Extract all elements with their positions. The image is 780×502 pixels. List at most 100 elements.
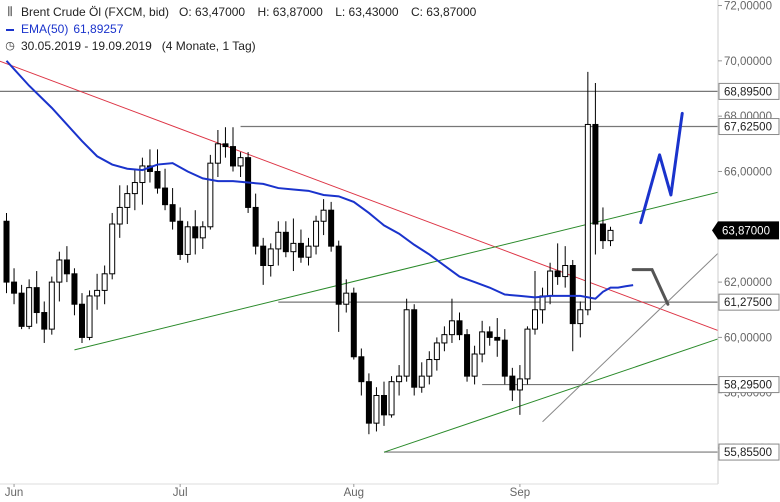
candle-up (214, 143, 221, 164)
candle-up (388, 381, 395, 416)
level-label: 58,29500 (724, 380, 772, 392)
candle-up (109, 223, 116, 275)
candle-up (290, 242, 297, 253)
high-value: H: 63,87000 (257, 5, 323, 19)
candle-down (365, 381, 372, 424)
level-label: 68,89500 (724, 86, 772, 98)
level-label: 67,62500 (724, 122, 772, 134)
candle-up (56, 259, 63, 283)
candle-down (494, 336, 501, 341)
candle-down (501, 339, 508, 377)
candle-down (154, 170, 161, 189)
candle-up (124, 193, 131, 208)
ema50-line (5, 60, 634, 300)
ema-line-icon (6, 28, 14, 31)
scenario-grey-path (631, 268, 670, 306)
candle-down (63, 259, 70, 275)
low-value: L: 63,43000 (335, 5, 399, 19)
candle-down (328, 209, 335, 247)
candle-up (539, 295, 546, 311)
candle-up (547, 270, 554, 297)
date-tick-label: Sep (510, 487, 530, 499)
current-price-tag (712, 221, 779, 240)
trendline (74, 191, 718, 351)
level-label-box (718, 82, 780, 100)
close-value: C: 63,87000 (410, 5, 477, 19)
candle-down (599, 223, 606, 242)
candle-down (592, 123, 599, 225)
candle-up (584, 123, 591, 311)
candle-up (275, 231, 282, 250)
candle-up (577, 309, 584, 325)
candle-up (313, 220, 320, 247)
candle-down (192, 226, 199, 239)
candle-up (116, 206, 123, 225)
candle-down (79, 303, 85, 338)
candle-down (456, 320, 463, 336)
candle-up (139, 165, 146, 184)
candle-up (562, 265, 569, 278)
plot-area (0, 60, 718, 453)
candle-down (71, 273, 78, 305)
candle-up (305, 245, 312, 258)
level-label-box (718, 376, 780, 394)
date-tick-label: Aug (344, 487, 364, 499)
price-axis: 72,0000070,0000068,0000066,0000062,00000… (712, 0, 780, 484)
candle-down (486, 331, 493, 338)
candle-up (524, 328, 531, 380)
candle-up (131, 182, 138, 195)
candle-up (320, 209, 327, 222)
candle-up (237, 157, 244, 167)
candlestick-icon: ⫼ (7, 6, 13, 18)
candle-up (207, 162, 214, 228)
candle-up (396, 375, 403, 383)
candle-down (554, 270, 561, 278)
candle-up (403, 309, 410, 377)
candle-up (86, 295, 93, 338)
ema-label: EMA(50) (21, 22, 69, 36)
candle-down (350, 292, 357, 358)
date-tick-label: Jun (5, 487, 24, 499)
level-label: 61,27500 (724, 297, 772, 309)
candle-down (509, 375, 516, 391)
clock-icon: ◷ (5, 40, 15, 52)
date-range: 30.05.2019 - 19.09.2019 (21, 39, 152, 53)
candle-up (418, 375, 425, 388)
level-label-box (718, 443, 780, 461)
candle-up (471, 353, 478, 377)
date-axis: Jun Jul Aug Sep (0, 483, 718, 499)
level-label-box (718, 118, 780, 136)
candle-down (177, 220, 184, 255)
candle-up (441, 334, 448, 344)
candle-down (18, 292, 25, 327)
price-tick-label: 60,00000 (724, 332, 772, 344)
candle-down (464, 334, 471, 377)
candle-up (426, 359, 433, 377)
candle-up (184, 226, 191, 255)
candle-up (343, 292, 350, 305)
price-tick-label: 72,00000 (724, 1, 772, 13)
ohlc-values: O: 63,47000 H: 63,87000 L: 63,43000 C: 6… (179, 4, 485, 21)
candle-down (33, 287, 40, 314)
price-tick-label: 62,00000 (724, 277, 772, 289)
level-label: 55,85500 (724, 447, 772, 459)
candle-up (26, 287, 33, 327)
candle-down (260, 245, 267, 267)
candle-up (607, 229, 614, 242)
candle-up (532, 309, 538, 330)
candle-down (230, 146, 236, 167)
candle-down (222, 143, 229, 148)
level-label-box (718, 293, 780, 311)
plot-inner (0, 60, 718, 453)
candle-down (411, 309, 418, 388)
candle-up (373, 394, 380, 424)
candle-down (11, 281, 18, 294)
trendline (0, 60, 718, 332)
candle-up (48, 281, 55, 330)
ema-row: EMA(50) 61,89257 (4, 21, 485, 38)
candle-down (41, 312, 48, 330)
ema-value: 61,89257 (73, 22, 124, 36)
trendline (383, 338, 718, 453)
candle-up (101, 273, 108, 291)
